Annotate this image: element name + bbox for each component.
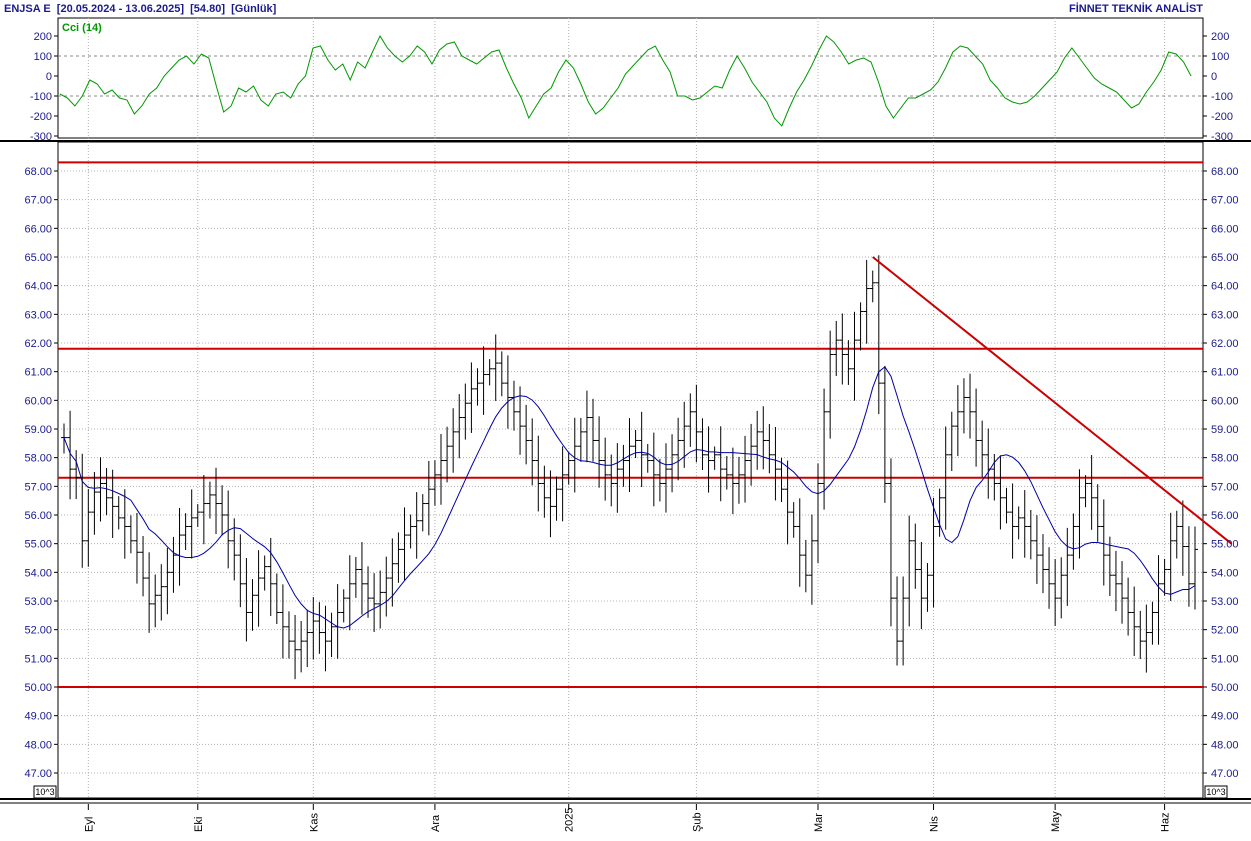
y-tick-label-left: 63.00 — [24, 309, 52, 321]
y-tick-label-left: 57.00 — [24, 481, 52, 493]
y-tick-label-right: 62.00 — [1211, 338, 1239, 350]
cci-tick-label-right: 200 — [1211, 31, 1229, 43]
cci-tick-label-right: -300 — [1211, 131, 1233, 143]
y-tick-label-left: 52.00 — [24, 625, 52, 637]
x-tick-label: Nis — [929, 816, 941, 832]
x-tick-label: Kas — [308, 813, 320, 832]
axes: Eyl Eki Kas Ara 2025 Şub Mar Nis May Haz 68.00 68.0… — [24, 31, 1238, 832]
x-tick-label: Eki — [193, 817, 205, 832]
y-tick-label-right: 57.00 — [1211, 481, 1239, 493]
chart-frames — [0, 17, 1251, 804]
cci-line — [59, 34, 1192, 127]
trendline — [872, 256, 1233, 545]
y-tick-label-right: 65.00 — [1211, 252, 1239, 264]
y-tick-label-left: 64.00 — [24, 281, 52, 293]
y-tick-label-left: 50.00 — [24, 682, 52, 694]
unit-label-left: 10^3 — [35, 787, 54, 797]
cci-tick-label-left: -100 — [30, 91, 52, 103]
cci-tick-label-left: 0 — [46, 71, 52, 83]
price-frame — [57, 141, 1204, 799]
symbol: ENJSA E — [4, 3, 51, 15]
y-tick-label-right: 66.00 — [1211, 223, 1239, 235]
y-tick-label-left: 61.00 — [24, 367, 52, 379]
y-tick-label-right: 60.00 — [1211, 395, 1239, 407]
x-tick-label: Ara — [430, 814, 442, 832]
x-tick-label: Eyl — [83, 817, 95, 832]
cci-tick-label-right: 0 — [1211, 71, 1217, 83]
moving-average-line — [63, 366, 1196, 629]
date-range: [20.05.2024 - 13.06.2025] — [56, 3, 185, 15]
cci-panel: Cci (14) — [58, 22, 1203, 127]
y-tick-label-left: 66.00 — [24, 223, 52, 235]
x-tick-label: Haz — [1160, 812, 1172, 832]
x-tick-label: May — [1050, 811, 1062, 832]
y-tick-label-right: 53.00 — [1211, 596, 1239, 608]
x-tick-label: 2025 — [564, 808, 576, 832]
y-tick-label-right: 61.00 — [1211, 367, 1239, 379]
y-tick-label-left: 55.00 — [24, 539, 52, 551]
y-tick-label-right: 55.00 — [1211, 539, 1239, 551]
price-panel — [58, 161, 1233, 688]
y-tick-label-right: 64.00 — [1211, 281, 1239, 293]
symbol-info: ENJSA E [20.05.2024 - 13.06.2025] [54.80… — [4, 3, 276, 15]
y-tick-label-left: 51.00 — [24, 653, 52, 665]
vendor-label: FİNNET TEKNİK ANALİST — [1068, 3, 1203, 15]
y-tick-label-left: 58.00 — [24, 453, 52, 465]
y-tick-label-left: 48.00 — [24, 739, 52, 751]
x-tick-label: Mar — [813, 813, 825, 832]
y-tick-label-right: 47.00 — [1211, 768, 1239, 780]
y-tick-label-right: 68.00 — [1211, 166, 1239, 178]
y-tick-label-left: 68.00 — [24, 166, 52, 178]
y-tick-label-left: 47.00 — [24, 768, 52, 780]
unit-box-right — [1204, 785, 1228, 799]
cci-tick-label-right: -200 — [1211, 111, 1233, 123]
cci-tick-label-right: 100 — [1211, 51, 1229, 63]
y-tick-label-left: 53.00 — [24, 596, 52, 608]
cci-tick-label-left: -300 — [30, 131, 52, 143]
y-tick-label-left: 54.00 — [24, 567, 52, 579]
unit-label-right: 10^3 — [1206, 787, 1225, 797]
y-tick-label-left: 59.00 — [24, 424, 52, 436]
y-tick-label-left: 62.00 — [24, 338, 52, 350]
cci-tick-label-left: 200 — [34, 31, 52, 43]
y-tick-label-left: 60.00 — [24, 395, 52, 407]
y-tick-label-right: 49.00 — [1211, 711, 1239, 723]
y-tick-label-right: 52.00 — [1211, 625, 1239, 637]
period: [Günlük] — [231, 3, 277, 15]
y-tick-label-left: 56.00 — [24, 510, 52, 522]
y-tick-label-right: 54.00 — [1211, 567, 1239, 579]
y-tick-label-right: 59.00 — [1211, 424, 1239, 436]
cci-tick-label-right: -100 — [1211, 91, 1233, 103]
unit-box-left — [33, 785, 57, 799]
y-tick-label-right: 58.00 — [1211, 453, 1239, 465]
y-tick-label-right: 67.00 — [1211, 195, 1239, 207]
grid-lines — [58, 18, 1203, 798]
y-tick-label-right: 56.00 — [1211, 510, 1239, 522]
y-tick-label-left: 49.00 — [24, 711, 52, 723]
y-tick-label-left: 65.00 — [24, 252, 52, 264]
x-tick-label: Şub — [691, 812, 703, 832]
cci-frame — [57, 17, 1204, 139]
chart-header: ENJSA E [20.05.2024 - 13.06.2025] [54.80… — [0, 0, 1251, 18]
last-price: [54.80] — [190, 3, 225, 15]
y-tick-label-right: 48.00 — [1211, 739, 1239, 751]
y-tick-label-right: 63.00 — [1211, 309, 1239, 321]
y-tick-label-left: 67.00 — [24, 195, 52, 207]
y-tick-label-right: 50.00 — [1211, 682, 1239, 694]
cci-tick-label-left: -200 — [30, 111, 52, 123]
cci-title: Cci (14) — [62, 22, 102, 34]
y-tick-label-right: 51.00 — [1211, 653, 1239, 665]
cci-tick-label-left: 100 — [34, 51, 52, 63]
